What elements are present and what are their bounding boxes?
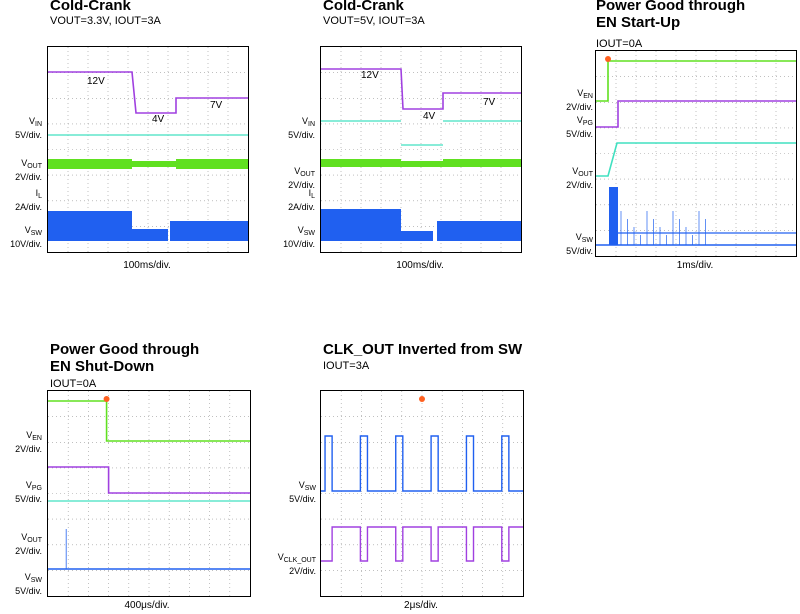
scope-screen [595, 50, 797, 257]
label-vout: VOUT 2V/div. [566, 166, 593, 190]
trigger-marker [419, 396, 425, 402]
label-ven: VEN 2V/div. [566, 88, 593, 112]
panel-cold-crank-3v3: Cold-Crank VOUT=3.3V, IOUT=3A VIN 5V/div.… [0, 0, 260, 280]
panel-title: Power Good through [50, 341, 200, 358]
wave-label-4v: 4V [152, 114, 165, 125]
timebase-label: 2μs/div. [404, 600, 438, 611]
panel-subtitle: VOUT=3.3V, IOUT=3A [50, 15, 161, 27]
grid [48, 47, 248, 252]
trace-vsw-burst [609, 187, 618, 245]
scope-screen [320, 46, 522, 253]
wave-label-4v: 4V [423, 111, 436, 122]
panel-subtitle: IOUT=0A [596, 38, 643, 50]
trace-vsw-after [170, 221, 248, 241]
label-vout: VOUT 2V/div. [15, 532, 42, 556]
label-vclk-out: VCLK_OUT 2V/div. [277, 552, 316, 576]
trace-vpg [596, 100, 796, 128]
trace-vsw [48, 211, 132, 241]
trace-vclk-out [321, 526, 523, 562]
label-vpg: VPG 5V/div. [566, 115, 593, 139]
trace-vout-after [443, 159, 521, 167]
label-vsw: VSW 5V/div. [289, 480, 316, 504]
trace-vsw-dip [132, 229, 168, 241]
label-vout: VOUT 2V/div. [15, 158, 42, 182]
trace-vsw [321, 209, 401, 241]
wave-label-12v: 12V [361, 70, 379, 81]
trace-vpg [48, 466, 250, 494]
trigger-marker [103, 396, 110, 402]
label-vsw: VSW 5V/div. [566, 232, 593, 256]
grid [48, 391, 250, 596]
trace-vin-ref [321, 120, 521, 146]
panel-subtitle: IOUT=0A [50, 378, 97, 390]
panel-pg-shut-down: Power Good through EN Shut-Down IOUT=0A … [0, 338, 260, 614]
scope-svg [321, 391, 523, 596]
panel-title-line2: EN Start-Up [596, 14, 681, 31]
trace-vout [321, 159, 401, 167]
trace-ven [48, 400, 250, 442]
label-vout: VOUT 2V/div. [288, 166, 315, 190]
trace-vin [321, 68, 521, 110]
panel-cold-crank-5v: Cold-Crank VOUT=5V, IOUT=3A VIN 5V/div. V… [270, 0, 530, 280]
trace-vout-after [176, 159, 248, 169]
panel-title: Cold-Crank [50, 0, 131, 14]
timebase-label: 1ms/div. [676, 260, 714, 271]
grid [321, 47, 521, 252]
scope-screen [47, 46, 249, 253]
trace-vout-dip [132, 161, 176, 167]
trace-vin [48, 71, 248, 114]
panel-title-line2: EN Shut-Down [50, 358, 155, 375]
trace-vout [596, 142, 796, 177]
scope-screen [47, 390, 251, 597]
panel-title: CLK_OUT Inverted from SW [323, 341, 523, 358]
panel-title: Cold-Crank [323, 0, 404, 14]
panel-pg-start-up: Power Good through EN Start-Up IOUT=0A V… [540, 0, 800, 280]
wave-label-7v: 7V [210, 100, 223, 111]
trace-vout-dip [401, 161, 443, 167]
scope-svg [321, 47, 521, 252]
scope-svg [48, 47, 248, 252]
label-il: IL 2A/div. [288, 188, 315, 212]
panel-clk-out: CLK_OUT Inverted from SW IOUT=3A VSW 5V/d… [270, 338, 532, 614]
scope-screen [320, 390, 524, 597]
wave-label-12v: 12V [87, 76, 105, 87]
scope-svg [48, 391, 250, 596]
label-vsw: VSW 10V/div. [10, 225, 42, 249]
label-vpg: VPG 5V/div. [15, 480, 42, 504]
trace-vsw-after [437, 221, 521, 241]
scope-svg [596, 51, 796, 256]
panel-title: Power Good through [596, 0, 746, 14]
label-vin: VIN 5V/div. [15, 116, 42, 140]
panel-subtitle: IOUT=3A [323, 360, 370, 372]
label-vsw: VSW 5V/div. [15, 572, 42, 596]
trigger-marker [605, 56, 611, 62]
label-il: IL 2A/div. [15, 188, 42, 212]
label-vin: VIN 5V/div. [288, 116, 315, 140]
timebase-label: 400μs/div. [124, 600, 170, 611]
label-ven: VEN 2V/div. [15, 430, 42, 454]
label-vsw: VSW 10V/div. [283, 225, 315, 249]
trace-vout [48, 159, 132, 169]
grid [321, 391, 523, 596]
timebase-label: 100ms/div. [123, 260, 171, 271]
trace-vsw [321, 435, 523, 492]
panel-subtitle: VOUT=5V, IOUT=3A [323, 15, 425, 27]
timebase-label: 100ms/div. [396, 260, 444, 271]
trace-vsw-dip [401, 231, 433, 241]
wave-label-7v: 7V [483, 97, 496, 108]
trace-ven [596, 60, 796, 102]
grid [596, 51, 796, 256]
